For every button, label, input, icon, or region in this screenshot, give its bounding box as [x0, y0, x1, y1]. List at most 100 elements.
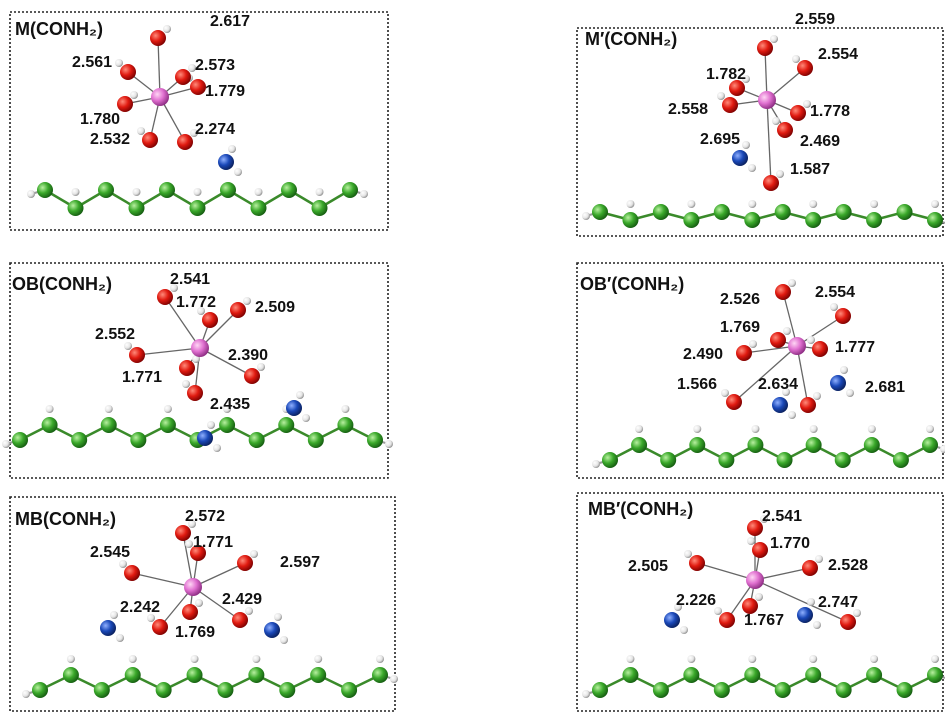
- atom: [302, 414, 310, 422]
- distance-label: 1.767: [744, 612, 784, 629]
- atom: [714, 682, 730, 698]
- distance-label: 1.779: [205, 83, 245, 100]
- atom: [22, 690, 30, 698]
- distance-label: 2.469: [800, 133, 840, 150]
- atom: [626, 655, 634, 663]
- atom: [770, 35, 778, 43]
- distance-label: 2.559: [795, 11, 835, 28]
- atom: [926, 425, 934, 433]
- panel-title: MB(CONH₂): [15, 509, 116, 529]
- atom: [777, 122, 793, 138]
- atom: [747, 537, 755, 545]
- distance-label: 1.769: [175, 624, 215, 641]
- bond: [797, 346, 808, 405]
- atom: [582, 212, 590, 220]
- distance-label: 2.552: [95, 326, 135, 343]
- atom: [184, 578, 202, 596]
- atom: [130, 432, 146, 448]
- atom: [202, 312, 218, 328]
- atom: [622, 667, 638, 683]
- atom: [846, 389, 854, 397]
- atom: [797, 60, 813, 76]
- atom: [660, 452, 676, 468]
- atom: [788, 337, 806, 355]
- atom: [182, 604, 198, 620]
- bond: [132, 573, 193, 587]
- atom: [2, 440, 10, 448]
- atom: [390, 675, 398, 683]
- atom: [683, 667, 699, 683]
- atom: [927, 667, 943, 683]
- atom: [175, 69, 191, 85]
- atom: [124, 565, 140, 581]
- distance-label: 2.597: [280, 554, 320, 571]
- bond: [697, 563, 755, 580]
- atom: [836, 204, 852, 220]
- distance-label: 1.566: [677, 376, 717, 393]
- atom: [775, 682, 791, 698]
- atom: [232, 612, 248, 628]
- bond: [137, 348, 200, 355]
- atom: [117, 96, 133, 112]
- atom: [776, 170, 784, 178]
- atom: [836, 682, 852, 698]
- atom: [110, 611, 118, 619]
- atom: [248, 667, 264, 683]
- atom: [631, 437, 647, 453]
- distance-label: 2.634: [758, 376, 798, 393]
- atom: [190, 79, 206, 95]
- atom: [250, 550, 258, 558]
- distance-label: 2.545: [90, 544, 130, 561]
- atom: [182, 380, 190, 388]
- distance-label: 2.554: [815, 284, 855, 301]
- atom: [220, 182, 236, 198]
- atom: [810, 425, 818, 433]
- atom: [190, 200, 206, 216]
- atom: [592, 682, 608, 698]
- atom: [664, 612, 680, 628]
- atom: [809, 655, 817, 663]
- atom: [252, 655, 260, 663]
- atom: [152, 619, 168, 635]
- distance-label: 2.558: [668, 101, 708, 118]
- atom: [251, 200, 267, 216]
- atom: [157, 289, 173, 305]
- atom: [830, 375, 846, 391]
- atom: [893, 452, 909, 468]
- atom: [835, 308, 851, 324]
- atom: [726, 394, 742, 410]
- atom: [360, 190, 368, 198]
- atom: [763, 175, 779, 191]
- atom: [129, 655, 137, 663]
- atom: [684, 550, 692, 558]
- atom: [689, 437, 705, 453]
- atom: [274, 613, 282, 621]
- atom: [156, 682, 172, 698]
- atom: [187, 667, 203, 683]
- atom: [772, 397, 788, 413]
- atom: [870, 655, 878, 663]
- atom: [264, 622, 280, 638]
- atom: [813, 621, 821, 629]
- atom: [219, 417, 235, 433]
- atom: [680, 626, 688, 634]
- atom: [63, 667, 79, 683]
- atom: [747, 520, 763, 536]
- atom: [830, 303, 838, 311]
- atom: [749, 340, 757, 348]
- molecules: [2, 25, 945, 698]
- atom: [177, 134, 193, 150]
- atom: [191, 339, 209, 357]
- atom: [755, 593, 763, 601]
- atom: [815, 555, 823, 563]
- atom: [337, 417, 353, 433]
- distance-label: 1.777: [835, 339, 875, 356]
- atom: [312, 200, 328, 216]
- atom: [243, 297, 251, 305]
- atom: [748, 200, 756, 208]
- atom: [864, 437, 880, 453]
- atom: [281, 182, 297, 198]
- atom: [385, 440, 393, 448]
- panel-title: MB′(CONH₂): [588, 499, 693, 519]
- atom: [870, 200, 878, 208]
